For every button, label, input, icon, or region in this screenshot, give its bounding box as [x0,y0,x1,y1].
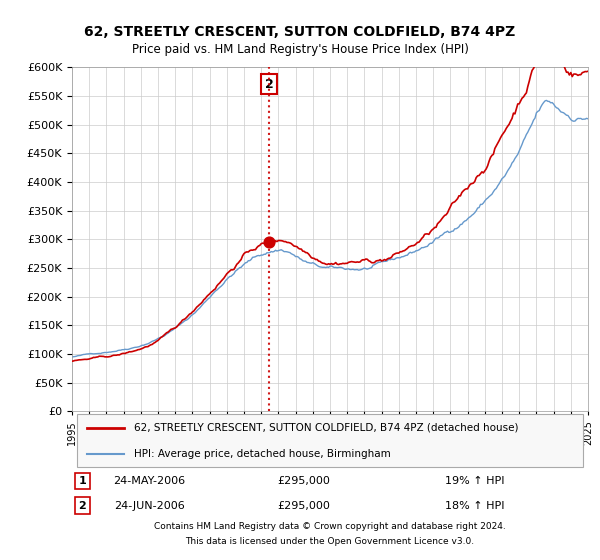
Text: 18% ↑ HPI: 18% ↑ HPI [445,501,504,511]
Text: 24-MAY-2006: 24-MAY-2006 [113,476,185,486]
Text: £295,000: £295,000 [278,476,331,486]
Text: HPI: Average price, detached house, Birmingham: HPI: Average price, detached house, Birm… [134,449,391,459]
Text: 2: 2 [265,77,274,91]
Text: Contains HM Land Registry data © Crown copyright and database right 2024.: Contains HM Land Registry data © Crown c… [154,522,506,531]
Point [265,237,274,246]
FancyBboxPatch shape [77,414,583,467]
Text: 24-JUN-2006: 24-JUN-2006 [114,501,185,511]
Text: 19% ↑ HPI: 19% ↑ HPI [445,476,504,486]
Text: 62, STREETLY CRESCENT, SUTTON COLDFIELD, B74 4PZ (detached house): 62, STREETLY CRESCENT, SUTTON COLDFIELD,… [134,423,518,433]
Text: This data is licensed under the Open Government Licence v3.0.: This data is licensed under the Open Gov… [185,537,475,546]
Text: £295,000: £295,000 [278,501,331,511]
Text: 62, STREETLY CRESCENT, SUTTON COLDFIELD, B74 4PZ: 62, STREETLY CRESCENT, SUTTON COLDFIELD,… [85,25,515,39]
Text: Price paid vs. HM Land Registry's House Price Index (HPI): Price paid vs. HM Land Registry's House … [131,43,469,55]
Text: 1: 1 [79,476,86,486]
Text: 2: 2 [79,501,86,511]
